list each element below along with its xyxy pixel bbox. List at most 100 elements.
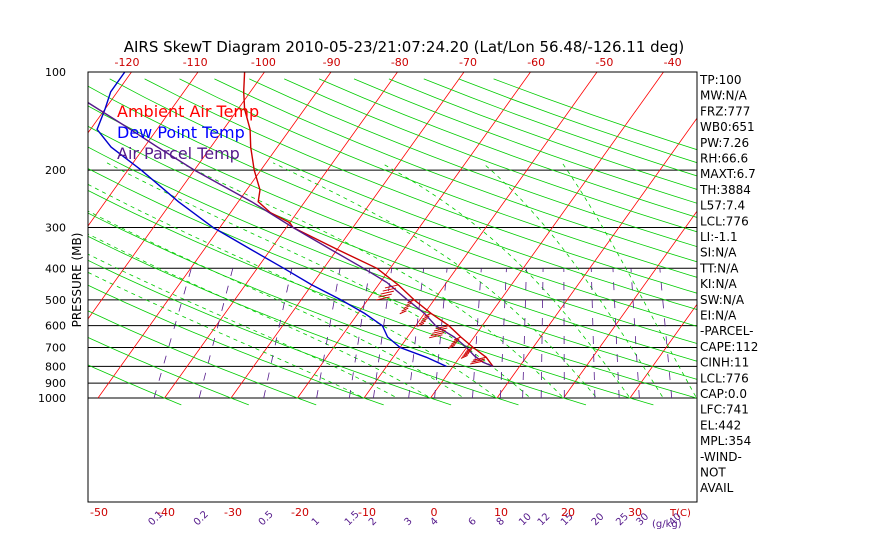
isotherm-line bbox=[363, 72, 598, 399]
mixing-ratio-line bbox=[316, 268, 341, 399]
isotherm-line bbox=[496, 117, 697, 399]
pressure-tick-label: 400 bbox=[45, 262, 66, 275]
stat-label: WB0:651 bbox=[700, 120, 755, 134]
y-axis-label: PRESSURE (MB) bbox=[70, 233, 84, 328]
series-line bbox=[88, 101, 494, 368]
mixing-ratio-line bbox=[590, 268, 596, 399]
bottom-temp-tick-label: 20 bbox=[561, 506, 575, 519]
mixing-ratio-line bbox=[408, 268, 425, 399]
stat-label: AVAIL bbox=[700, 481, 734, 495]
mixing-ratio-line bbox=[348, 268, 371, 399]
dry-adiabat-line bbox=[88, 310, 317, 406]
top-temp-tick-label: -80 bbox=[391, 56, 409, 69]
isotherm-line bbox=[297, 72, 531, 399]
cape-hatch-line bbox=[429, 334, 443, 339]
moist-adiabat-line bbox=[88, 210, 462, 397]
stat-label: LCL:776 bbox=[700, 371, 749, 385]
series-line bbox=[96, 72, 447, 368]
mixing-ratio-tick-label: 10 bbox=[517, 511, 534, 528]
top-temp-tick-label: -100 bbox=[251, 56, 276, 69]
cape-hatch-line bbox=[447, 345, 455, 349]
mixing-ratio-tick-label: 0.2 bbox=[192, 509, 211, 528]
bottom-temp-tick-label: -40 bbox=[157, 506, 175, 519]
moist-adiabat-line bbox=[88, 271, 362, 397]
stat-label: MPL:354 bbox=[700, 434, 751, 448]
dry-adiabat-line bbox=[88, 259, 452, 406]
moist-adiabat-line bbox=[88, 233, 429, 397]
legend-entry: Air Parcel Temp bbox=[117, 144, 240, 163]
dry-adiabat-line bbox=[88, 125, 697, 362]
bottom-temp-tick-label: 0 bbox=[431, 506, 438, 519]
cape-hatch-line bbox=[378, 293, 392, 298]
top-temp-tick-label: -120 bbox=[115, 56, 140, 69]
isotherm-line bbox=[88, 72, 199, 227]
mixing-ratio-line bbox=[659, 268, 673, 399]
dry-adiabat-line bbox=[179, 78, 697, 278]
stat-label: SI:N/A bbox=[700, 246, 737, 260]
mixing-ratio-tick-label: 0.5 bbox=[257, 509, 276, 528]
stat-label: -WIND- bbox=[700, 450, 742, 464]
mixing-ratio-line bbox=[612, 268, 620, 399]
cape-hatch-line bbox=[382, 287, 397, 292]
pressure-tick-label: 900 bbox=[45, 377, 66, 390]
stat-label: TT:N/A bbox=[699, 261, 739, 275]
mixing-ratio-tick-label: 1 bbox=[310, 516, 322, 528]
cape-hatch-line bbox=[376, 296, 390, 301]
bottom-temp-tick-label: 30 bbox=[628, 506, 642, 519]
cape-hatch-line bbox=[407, 299, 415, 304]
cape-hatch-line bbox=[435, 325, 450, 330]
legend-entry: Dew Point Temp bbox=[117, 123, 245, 142]
dry-adiabat-line bbox=[88, 189, 654, 406]
moist-adiabat-line bbox=[482, 162, 663, 397]
stat-label: MW:N/A bbox=[700, 89, 748, 103]
mixing-ratio-line bbox=[540, 268, 544, 399]
mixing-ratio-tick-label: 12 bbox=[536, 511, 553, 528]
mixing-ratio-line bbox=[434, 268, 448, 399]
mixing-ratio-line bbox=[472, 268, 482, 399]
plot-inner bbox=[88, 72, 870, 406]
stat-label: EL:442 bbox=[700, 418, 741, 432]
stat-label: RH:66.6 bbox=[700, 152, 748, 166]
stat-label: NOT bbox=[700, 466, 726, 480]
isotherm-line bbox=[88, 72, 132, 134]
dry-adiabat-line bbox=[88, 146, 697, 380]
cape-hatch-line bbox=[452, 338, 460, 343]
plot-frame bbox=[87, 71, 698, 503]
top-temp-tick-label: -50 bbox=[595, 56, 613, 69]
stat-label: L57:7.4 bbox=[700, 199, 745, 213]
dry-adiabat-line bbox=[88, 168, 697, 399]
dry-adiabat-line bbox=[88, 235, 519, 406]
top-temp-tick-label: -60 bbox=[527, 56, 545, 69]
chart-title: AIRS SkewT Diagram 2010-05-23/21:07:24.2… bbox=[124, 38, 685, 56]
mixing-ratio-line bbox=[500, 268, 507, 399]
cape-hatch-line bbox=[405, 302, 413, 307]
top-temp-tick-label: -70 bbox=[459, 56, 477, 69]
isotherm-line bbox=[88, 72, 265, 320]
isotherm-line bbox=[164, 72, 398, 399]
cape-hatch-line bbox=[420, 317, 428, 322]
dry-adiabat-line bbox=[458, 78, 697, 164]
isotherm-line bbox=[563, 210, 697, 399]
cape-hatch-line bbox=[424, 312, 432, 317]
pressure-tick-label: 600 bbox=[45, 320, 66, 333]
stat-label: SW:N/A bbox=[700, 293, 745, 307]
cape-hatch-line bbox=[472, 356, 487, 361]
stat-label: TP:100 bbox=[699, 73, 742, 87]
stat-label: CAP:0.0 bbox=[700, 387, 747, 401]
cape-hatch-line bbox=[433, 327, 448, 332]
pressure-tick-label: 500 bbox=[45, 294, 66, 307]
bottom-temp-tick-label: -10 bbox=[358, 506, 376, 519]
isotherm-line bbox=[629, 303, 697, 399]
mixing-ratio-line bbox=[522, 268, 527, 399]
dry-adiabat-line bbox=[214, 78, 697, 263]
cape-hatch-line bbox=[449, 342, 457, 347]
bottom-temp-tick-label: 10 bbox=[494, 506, 508, 519]
bottom-temp-tick-label: -30 bbox=[224, 506, 242, 519]
top-temp-tick-label: -40 bbox=[664, 56, 682, 69]
cape-hatch-line bbox=[470, 360, 484, 365]
moist-adiabat-line bbox=[381, 162, 630, 397]
top-temp-tick-label: -90 bbox=[323, 56, 341, 69]
mixing-ratio-unit-label: (g/kg) bbox=[652, 519, 682, 530]
isotherm-line bbox=[763, 72, 870, 398]
dry-adiabat-line bbox=[88, 105, 697, 344]
